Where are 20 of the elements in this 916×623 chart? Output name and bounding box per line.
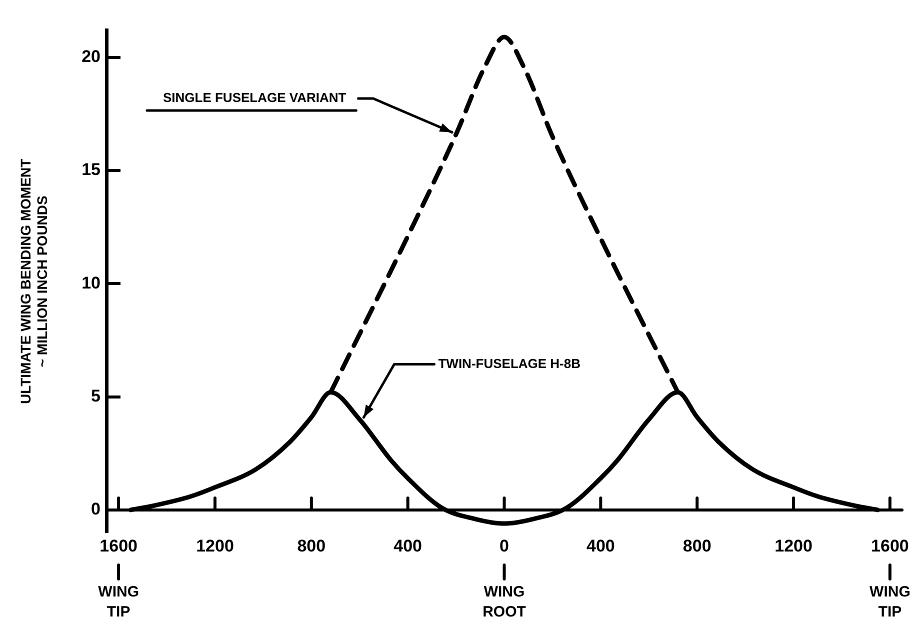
x-tick-label: 400	[586, 536, 615, 556]
text: TWIN-FUSELAGE H-8B	[438, 356, 581, 371]
y-tick-label: 15	[82, 160, 101, 180]
x-tick-label: 800	[297, 536, 326, 556]
text: SINGLE FUSELAGE VARIANT	[162, 90, 346, 106]
y-tick-label: 0	[91, 500, 101, 519]
text: WING TIP	[98, 584, 139, 621]
y-tick-label: 10	[82, 273, 101, 292]
x-tick-label: 800	[682, 536, 712, 556]
x-tick-label: 1600	[100, 536, 138, 556]
text: WING ROOT	[482, 584, 526, 621]
x-tick-label: 400	[394, 536, 422, 556]
x-tick-label: 1600	[871, 536, 909, 556]
y-tick-label: 20	[82, 47, 101, 66]
y-axis-title: ULTIMATE WING BENDING MOMENT ~ MILLION INCH POUNDS	[17, 158, 50, 404]
x-tick-label: 1200	[196, 536, 234, 556]
text: WING TIP	[870, 584, 910, 621]
x-tick-label: 1200	[774, 536, 812, 556]
x-tick-label: 0	[500, 536, 509, 556]
y-tick-label: 5	[91, 386, 101, 406]
